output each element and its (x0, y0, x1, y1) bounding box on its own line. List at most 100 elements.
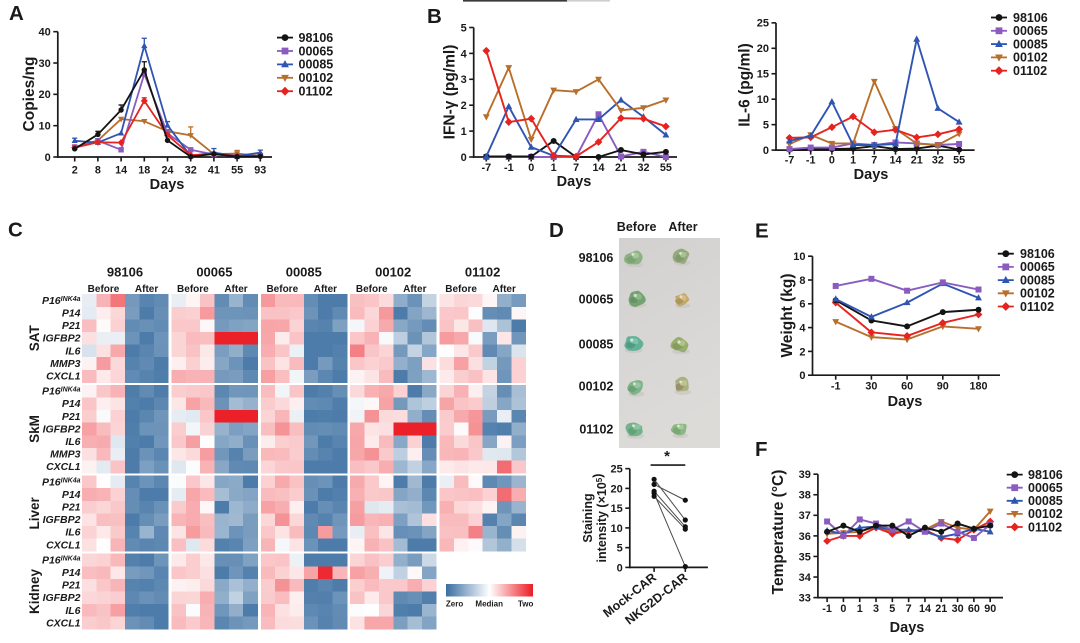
svg-text:F: F (755, 438, 768, 461)
svg-text:4: 4 (461, 48, 468, 60)
svg-text:55: 55 (953, 155, 965, 167)
svg-text:Two: Two (518, 600, 534, 609)
svg-text:Days: Days (888, 394, 923, 410)
svg-text:3: 3 (873, 603, 879, 615)
svg-text:7: 7 (906, 603, 912, 615)
svg-text:98106: 98106 (1028, 468, 1063, 482)
svg-text:60: 60 (968, 603, 980, 615)
svg-text:37: 37 (799, 510, 811, 522)
svg-text:01102: 01102 (1028, 520, 1062, 534)
svg-text:Temperature (°C): Temperature (°C) (770, 470, 787, 595)
svg-text:38: 38 (799, 490, 811, 502)
svg-text:0: 0 (799, 370, 805, 382)
svg-text:5: 5 (461, 22, 467, 34)
svg-text:00065: 00065 (299, 44, 334, 58)
svg-text:14: 14 (115, 165, 127, 177)
svg-text:CXCL1: CXCL1 (46, 371, 81, 383)
svg-text:21: 21 (911, 155, 923, 167)
svg-text:00085: 00085 (1020, 273, 1055, 287)
svg-text:10: 10 (611, 523, 623, 535)
svg-text:IL6: IL6 (65, 436, 80, 448)
svg-text:14: 14 (919, 603, 931, 615)
svg-text:90: 90 (937, 381, 949, 393)
svg-text:Median: Median (475, 600, 503, 609)
svg-text:00102: 00102 (375, 265, 411, 280)
svg-text:15: 15 (757, 69, 769, 81)
svg-text:3: 3 (461, 74, 467, 86)
svg-text:Before: Before (617, 220, 657, 234)
svg-text:IFN-γ (pg/ml): IFN-γ (pg/ml) (442, 45, 459, 140)
svg-text:0: 0 (840, 603, 846, 615)
svg-text:55: 55 (660, 162, 672, 174)
svg-text:P14: P14 (62, 398, 81, 410)
svg-text:98106: 98106 (299, 31, 334, 45)
svg-text:32: 32 (637, 162, 649, 174)
svg-text:00065: 00065 (1013, 24, 1048, 38)
svg-text:CXCL1: CXCL1 (46, 539, 81, 551)
svg-text:180: 180 (969, 381, 987, 393)
svg-text:1: 1 (461, 126, 467, 138)
svg-text:00102: 00102 (1020, 287, 1055, 301)
svg-text:00085: 00085 (1028, 494, 1063, 508)
svg-text:P16INK4a: P16INK4a (42, 554, 81, 566)
svg-text:Kidney: Kidney (27, 569, 42, 615)
svg-text:E: E (755, 220, 769, 243)
svg-text:10: 10 (793, 251, 805, 263)
svg-text:P21: P21 (62, 580, 81, 592)
svg-text:Zero: Zero (446, 600, 463, 609)
svg-text:Before: Before (445, 284, 477, 295)
svg-text:20: 20 (39, 89, 51, 101)
svg-text:8: 8 (799, 275, 805, 287)
svg-text:SkM: SkM (27, 415, 42, 443)
svg-text:15: 15 (611, 503, 623, 515)
svg-text:After: After (135, 284, 158, 295)
svg-text:IGFBP2: IGFBP2 (43, 423, 81, 435)
svg-text:0: 0 (45, 152, 51, 164)
svg-text:-1: -1 (831, 381, 841, 393)
svg-text:6: 6 (799, 299, 805, 311)
svg-text:After: After (493, 284, 516, 295)
svg-text:P16INK4a: P16INK4a (42, 295, 81, 307)
svg-text:90: 90 (984, 603, 996, 615)
svg-text:2: 2 (72, 165, 78, 177)
svg-text:00065: 00065 (1020, 260, 1055, 274)
svg-text:P21: P21 (62, 320, 81, 332)
svg-text:00065: 00065 (579, 293, 614, 307)
svg-text:98106: 98106 (1013, 11, 1048, 25)
svg-text:7: 7 (871, 155, 877, 167)
svg-text:0: 0 (763, 145, 769, 157)
svg-text:P16INK4a: P16INK4a (42, 476, 81, 488)
svg-text:A: A (9, 2, 24, 25)
svg-text:5: 5 (889, 603, 895, 615)
svg-text:IGFBP2: IGFBP2 (43, 514, 81, 526)
svg-text:P21: P21 (62, 411, 81, 423)
svg-text:24: 24 (161, 165, 173, 177)
svg-text:30: 30 (865, 381, 877, 393)
svg-text:35: 35 (799, 551, 811, 563)
svg-text:MMP3: MMP3 (50, 449, 80, 461)
svg-text:14: 14 (592, 162, 604, 174)
svg-text:41: 41 (208, 165, 220, 177)
svg-text:0: 0 (461, 152, 467, 164)
svg-text:IL-6 (pg/ml): IL-6 (pg/ml) (737, 43, 754, 127)
svg-text:After: After (403, 284, 426, 295)
svg-text:-1: -1 (806, 155, 816, 167)
svg-text:After: After (314, 284, 337, 295)
svg-text:21: 21 (615, 162, 627, 174)
svg-text:B: B (427, 5, 442, 28)
svg-text:40: 40 (39, 27, 51, 39)
svg-text:CXCL1: CXCL1 (46, 461, 81, 473)
svg-text:IL6: IL6 (65, 345, 80, 357)
svg-text:P14: P14 (62, 567, 81, 579)
svg-text:34: 34 (799, 572, 812, 584)
svg-text:00085: 00085 (579, 338, 614, 352)
svg-text:Days: Days (557, 174, 592, 190)
svg-text:SAT: SAT (27, 325, 42, 352)
svg-text:Liver: Liver (27, 497, 42, 530)
svg-text:00065: 00065 (196, 265, 232, 280)
svg-text:Before: Before (88, 284, 120, 295)
svg-text:10: 10 (39, 121, 51, 133)
svg-text:After: After (668, 220, 697, 234)
svg-text:39: 39 (799, 469, 811, 481)
svg-text:00085: 00085 (286, 265, 322, 280)
